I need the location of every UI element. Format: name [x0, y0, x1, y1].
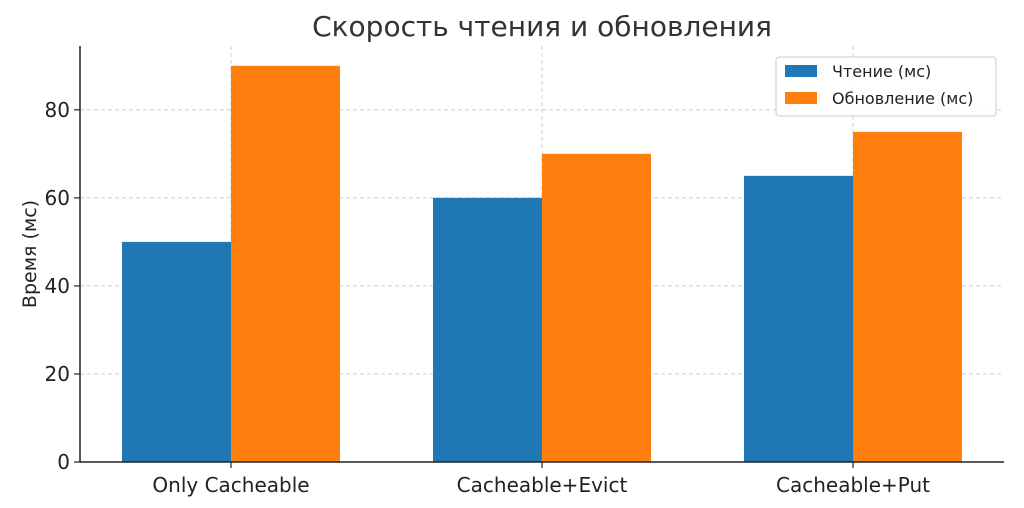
legend-label-update: Обновление (мс) [832, 89, 973, 108]
y-tick-label: 80 [45, 98, 70, 122]
legend-swatch-read [785, 65, 817, 77]
y-tick-label: 40 [45, 274, 70, 298]
y-tick-label: 0 [57, 450, 70, 474]
x-tick-label: Cacheable+Evict [457, 473, 628, 497]
legend: Чтение (мс) Обновление (мс) [775, 56, 997, 117]
y-tick-label: 60 [45, 186, 70, 210]
bar-update [542, 153, 651, 462]
y-tick-label: 20 [45, 362, 70, 386]
y-ticks: 0 20 40 60 80 [45, 98, 80, 474]
legend-swatch-update [785, 92, 817, 104]
x-ticks: Only Cacheable Cacheable+Evict Cacheable+P… [152, 462, 930, 497]
legend-label-read: Чтение (мс) [832, 62, 931, 81]
bar-read [433, 197, 542, 462]
bar-update [231, 65, 340, 463]
bar-update [853, 131, 962, 463]
legend-frame [775, 56, 997, 117]
y-axis-label: Время (мс) [19, 200, 41, 308]
bar-read [744, 175, 853, 462]
bar-read [122, 241, 231, 462]
x-tick-label: Cacheable+Put [776, 473, 930, 497]
bars [122, 65, 962, 463]
x-tick-label: Only Cacheable [152, 473, 309, 497]
chart-title: Скорость чтения и обновления [312, 10, 772, 43]
